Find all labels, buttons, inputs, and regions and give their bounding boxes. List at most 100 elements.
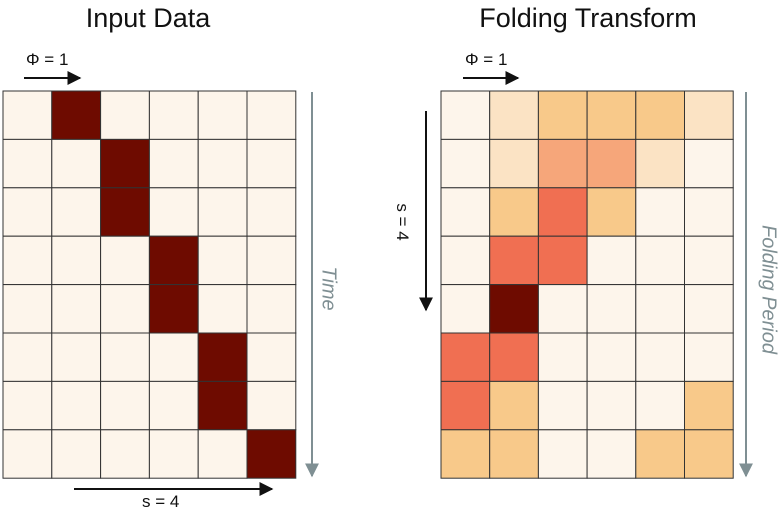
input-cell-r0-c3 (148, 90, 199, 140)
input-cell-r7-c5 (246, 429, 297, 479)
input-cell-r6-c0 (2, 380, 53, 431)
fold-cell-r7-c0 (440, 429, 491, 479)
fold-cell-r1-c0 (440, 138, 491, 189)
fold-cell-r0-c4 (635, 90, 685, 140)
input-cell-r2-c0 (2, 187, 53, 237)
folding-transform-grid (440, 90, 734, 479)
input-cell-r6-c5 (246, 380, 297, 431)
fold-cell-r4-c4 (635, 284, 685, 334)
fold-cell-r0-c3 (586, 90, 637, 140)
left-phi-label: Φ = 1 (26, 50, 69, 69)
fold-cell-r5-c1 (489, 332, 539, 382)
input-cell-r0-c0 (2, 90, 53, 140)
input-cell-r7-c2 (100, 429, 150, 479)
input-cell-r1-c5 (246, 138, 297, 189)
input-cell-r6-c1 (51, 380, 102, 431)
input-cell-r3-c3 (148, 235, 199, 286)
fold-cell-r6-c5 (684, 380, 734, 431)
input-cell-r7-c3 (148, 429, 199, 479)
input-cell-r3-c1 (51, 235, 102, 286)
input-cell-r3-c5 (246, 235, 297, 286)
left-s-label: s = 4 (142, 492, 180, 511)
fold-cell-r0-c0 (440, 90, 491, 140)
fold-cell-r1-c4 (635, 138, 685, 189)
input-cell-r1-c1 (51, 138, 102, 189)
input-cell-r3-c0 (2, 235, 53, 286)
fold-cell-r2-c2 (537, 187, 588, 237)
fold-cell-r6-c1 (489, 380, 539, 431)
fold-cell-r4-c3 (586, 284, 637, 334)
fold-cell-r2-c0 (440, 187, 491, 237)
fold-cell-r1-c5 (684, 138, 734, 189)
input-cell-r0-c2 (100, 90, 150, 140)
input-cell-r2-c4 (197, 187, 248, 237)
input-cell-r5-c5 (246, 332, 297, 382)
input-cell-r1-c0 (2, 138, 53, 189)
input-cell-r0-c1 (51, 90, 102, 140)
input-cell-r4-c2 (100, 284, 150, 334)
fold-cell-r7-c2 (537, 429, 588, 479)
input-cell-r2-c5 (246, 187, 297, 237)
fold-cell-r5-c5 (684, 332, 734, 382)
fold-cell-r4-c0 (440, 284, 491, 334)
input-cell-r4-c5 (246, 284, 297, 334)
input-cell-r5-c4 (197, 332, 248, 382)
input-cell-r4-c3 (148, 284, 199, 334)
fold-cell-r7-c3 (586, 429, 637, 479)
input-cell-r5-c1 (51, 332, 102, 382)
input-cell-r7-c1 (51, 429, 102, 479)
input-cell-r1-c4 (197, 138, 248, 189)
fold-cell-r0-c2 (537, 90, 588, 140)
input-cell-r6-c2 (100, 380, 150, 431)
input-data-title: Input Data (85, 3, 211, 33)
fold-cell-r3-c5 (684, 235, 734, 286)
fold-cell-r3-c1 (489, 235, 539, 286)
fold-cell-r6-c4 (635, 380, 685, 431)
input-cell-r7-c0 (2, 429, 53, 479)
fold-cell-r5-c0 (440, 332, 491, 382)
fold-cell-r5-c3 (586, 332, 637, 382)
fold-cell-r2-c3 (586, 187, 637, 237)
fold-cell-r4-c2 (537, 284, 588, 334)
input-cell-r5-c0 (2, 332, 53, 382)
input-cell-r3-c2 (100, 235, 150, 286)
fold-cell-r6-c3 (586, 380, 637, 431)
fold-cell-r3-c3 (586, 235, 637, 286)
input-cell-r2-c2 (100, 187, 150, 237)
input-cell-r5-c2 (100, 332, 150, 382)
fold-cell-r1-c2 (537, 138, 588, 189)
fold-cell-r0-c1 (489, 90, 539, 140)
fold-cell-r1-c3 (586, 138, 637, 189)
input-cell-r4-c1 (51, 284, 102, 334)
input-cell-r2-c3 (148, 187, 199, 237)
right-phi-label: Φ = 1 (465, 50, 508, 69)
fold-cell-r3-c0 (440, 235, 491, 286)
fold-cell-r3-c4 (635, 235, 685, 286)
fold-cell-r4-c1 (489, 284, 539, 334)
fold-cell-r3-c2 (537, 235, 588, 286)
fold-cell-r1-c1 (489, 138, 539, 189)
input-cell-r6-c4 (197, 380, 248, 431)
fold-cell-r6-c2 (537, 380, 588, 431)
input-cell-r0-c5 (246, 90, 297, 140)
input-cell-r2-c1 (51, 187, 102, 237)
input-cell-r6-c3 (148, 380, 199, 431)
input-data-grid (2, 90, 297, 479)
fold-cell-r6-c0 (440, 380, 491, 431)
input-cell-r1-c2 (100, 138, 150, 189)
fold-cell-r5-c4 (635, 332, 685, 382)
folding-transform-title: Folding Transform (479, 3, 697, 33)
fold-cell-r5-c2 (537, 332, 588, 382)
fold-cell-r0-c5 (684, 90, 734, 140)
fold-cell-r2-c4 (635, 187, 685, 237)
fold-cell-r7-c5 (684, 429, 734, 479)
input-cell-r7-c4 (197, 429, 248, 479)
fold-cell-r7-c1 (489, 429, 539, 479)
input-cell-r4-c4 (197, 284, 248, 334)
input-cell-r0-c4 (197, 90, 248, 140)
fold-cell-r2-c1 (489, 187, 539, 237)
input-cell-r1-c3 (148, 138, 199, 189)
input-cell-r4-c0 (2, 284, 53, 334)
fold-cell-r4-c5 (684, 284, 734, 334)
